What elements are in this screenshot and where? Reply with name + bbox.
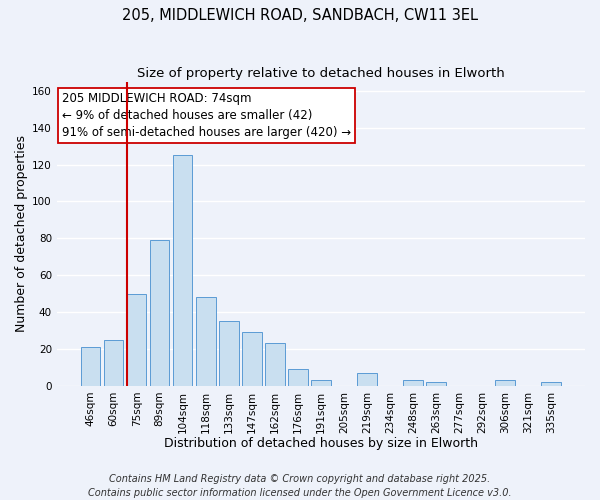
Y-axis label: Number of detached properties: Number of detached properties [15,136,28,332]
Bar [242,332,262,386]
Bar [403,380,423,386]
Bar [196,298,215,386]
Bar [104,340,124,386]
Text: 205, MIDDLEWICH ROAD, SANDBACH, CW11 3EL: 205, MIDDLEWICH ROAD, SANDBACH, CW11 3EL [122,8,478,22]
X-axis label: Distribution of detached houses by size in Elworth: Distribution of detached houses by size … [164,437,478,450]
Bar [173,156,193,386]
Bar [81,347,100,386]
Bar [496,380,515,386]
Bar [357,373,377,386]
Bar [288,370,308,386]
Bar [265,344,284,386]
Bar [426,382,446,386]
Bar [541,382,561,386]
Bar [219,322,239,386]
Text: 205 MIDDLEWICH ROAD: 74sqm
← 9% of detached houses are smaller (42)
91% of semi-: 205 MIDDLEWICH ROAD: 74sqm ← 9% of detac… [62,92,351,140]
Bar [311,380,331,386]
Bar [127,294,146,386]
Title: Size of property relative to detached houses in Elworth: Size of property relative to detached ho… [137,68,505,80]
Text: Contains HM Land Registry data © Crown copyright and database right 2025.
Contai: Contains HM Land Registry data © Crown c… [88,474,512,498]
Bar [150,240,169,386]
